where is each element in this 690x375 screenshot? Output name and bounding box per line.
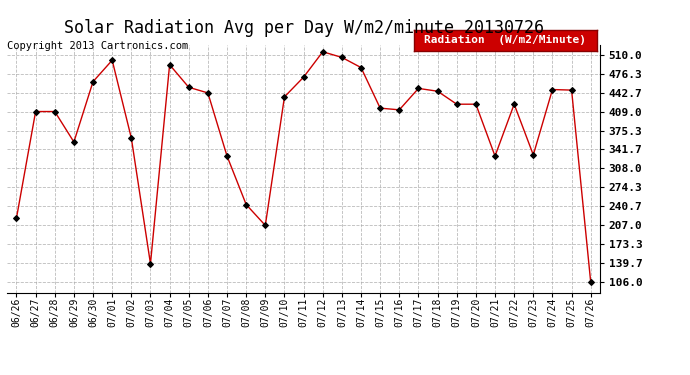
- Point: [432, 88, 443, 94]
- Point: [375, 105, 386, 111]
- Point: [298, 74, 309, 80]
- Point: [585, 279, 596, 285]
- Point: [336, 54, 347, 60]
- Point: [164, 62, 175, 68]
- Point: [317, 49, 328, 55]
- Point: [88, 79, 99, 85]
- Point: [145, 261, 156, 267]
- Point: [11, 215, 22, 221]
- Point: [528, 152, 539, 158]
- Point: [471, 101, 482, 107]
- Point: [566, 87, 577, 93]
- Text: Solar Radiation Avg per Day W/m2/minute 20130726: Solar Radiation Avg per Day W/m2/minute …: [63, 19, 544, 37]
- Point: [126, 135, 137, 141]
- Point: [451, 101, 462, 107]
- Point: [260, 222, 271, 228]
- Point: [68, 139, 79, 145]
- Point: [184, 84, 195, 90]
- Point: [509, 101, 520, 107]
- Point: [489, 153, 500, 159]
- Point: [279, 94, 290, 100]
- Point: [30, 108, 41, 114]
- Point: [547, 87, 558, 93]
- Point: [413, 86, 424, 92]
- Point: [221, 153, 233, 159]
- Point: [202, 90, 213, 96]
- Point: [49, 108, 60, 114]
- Point: [355, 64, 366, 70]
- Point: [394, 107, 405, 113]
- Point: [107, 57, 118, 63]
- Text: Radiation  (W/m2/Minute): Radiation (W/m2/Minute): [424, 35, 586, 45]
- Text: Copyright 2013 Cartronics.com: Copyright 2013 Cartronics.com: [7, 41, 188, 51]
- Point: [241, 201, 252, 207]
